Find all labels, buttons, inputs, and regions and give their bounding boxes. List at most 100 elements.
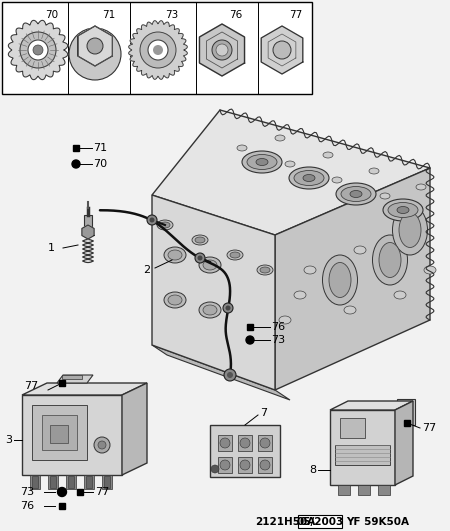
Ellipse shape	[192, 235, 208, 245]
Bar	[32, 476, 38, 488]
Polygon shape	[82, 225, 94, 239]
Ellipse shape	[394, 291, 406, 299]
Circle shape	[212, 40, 232, 60]
Ellipse shape	[323, 255, 357, 305]
Circle shape	[260, 460, 270, 470]
Circle shape	[148, 40, 168, 60]
Bar	[2, 2, 312, 94]
Bar	[340, 418, 365, 438]
Ellipse shape	[392, 205, 427, 255]
Circle shape	[195, 253, 205, 263]
Ellipse shape	[168, 250, 182, 260]
Ellipse shape	[157, 220, 173, 230]
Bar	[378, 485, 390, 495]
Bar	[238, 435, 252, 451]
Ellipse shape	[416, 184, 426, 190]
Circle shape	[147, 215, 157, 225]
Ellipse shape	[256, 158, 268, 166]
Text: 2: 2	[143, 265, 150, 275]
Bar	[42, 415, 77, 450]
Bar	[258, 457, 272, 473]
Ellipse shape	[195, 237, 205, 243]
Circle shape	[211, 465, 219, 473]
Ellipse shape	[279, 316, 291, 324]
Ellipse shape	[323, 152, 333, 158]
Circle shape	[20, 32, 56, 68]
Polygon shape	[330, 410, 395, 485]
Circle shape	[240, 438, 250, 448]
Text: 73: 73	[20, 487, 34, 497]
Text: 77: 77	[422, 423, 436, 433]
Polygon shape	[78, 26, 112, 66]
Ellipse shape	[341, 186, 371, 201]
Circle shape	[153, 45, 163, 55]
Polygon shape	[397, 399, 415, 425]
Bar	[404, 420, 410, 426]
Ellipse shape	[383, 199, 423, 221]
Ellipse shape	[350, 191, 362, 198]
Bar	[298, 515, 342, 528]
Ellipse shape	[289, 167, 329, 189]
Bar	[62, 375, 82, 379]
Circle shape	[87, 38, 103, 54]
Text: 77: 77	[289, 10, 302, 20]
Bar	[50, 476, 56, 488]
Bar	[48, 475, 58, 489]
Ellipse shape	[369, 168, 379, 174]
Circle shape	[240, 460, 250, 470]
Bar	[73, 145, 79, 151]
Ellipse shape	[168, 295, 182, 305]
Circle shape	[225, 305, 230, 311]
Bar	[50, 425, 68, 443]
Ellipse shape	[379, 243, 401, 278]
Circle shape	[260, 438, 270, 448]
Polygon shape	[199, 24, 244, 76]
Bar	[68, 476, 74, 488]
Bar	[59, 503, 65, 509]
Text: 76: 76	[20, 501, 34, 511]
Bar	[104, 476, 110, 488]
Ellipse shape	[373, 235, 408, 285]
Ellipse shape	[237, 145, 247, 151]
Ellipse shape	[199, 302, 221, 318]
Polygon shape	[152, 345, 290, 400]
Bar	[30, 475, 40, 489]
Circle shape	[94, 437, 110, 453]
Ellipse shape	[285, 161, 295, 167]
Text: 70: 70	[93, 159, 107, 169]
Bar	[66, 475, 76, 489]
Text: 1: 1	[48, 243, 55, 253]
Ellipse shape	[344, 306, 356, 314]
Bar	[335, 445, 390, 465]
Circle shape	[69, 28, 121, 80]
Polygon shape	[57, 375, 93, 383]
Text: 73: 73	[165, 10, 178, 20]
Polygon shape	[395, 401, 413, 485]
Polygon shape	[152, 110, 430, 235]
Ellipse shape	[203, 305, 217, 315]
Bar	[247, 324, 253, 330]
Circle shape	[72, 160, 80, 168]
Polygon shape	[275, 168, 430, 390]
Text: 77: 77	[95, 487, 109, 497]
Circle shape	[224, 369, 236, 381]
Text: 73: 73	[271, 335, 285, 345]
Ellipse shape	[199, 257, 221, 273]
Ellipse shape	[424, 266, 436, 274]
Bar	[338, 485, 350, 495]
Polygon shape	[330, 401, 413, 410]
Polygon shape	[9, 20, 68, 80]
Bar	[218, 457, 232, 473]
Circle shape	[227, 372, 233, 378]
Polygon shape	[129, 21, 187, 79]
Polygon shape	[122, 383, 147, 475]
Text: 76: 76	[271, 322, 285, 332]
Polygon shape	[152, 195, 275, 390]
Text: 76: 76	[229, 10, 242, 20]
Ellipse shape	[275, 135, 285, 141]
Text: 70: 70	[45, 10, 58, 20]
Polygon shape	[22, 383, 147, 395]
Text: 7: 7	[260, 408, 267, 418]
Bar	[218, 435, 232, 451]
Circle shape	[273, 41, 291, 59]
